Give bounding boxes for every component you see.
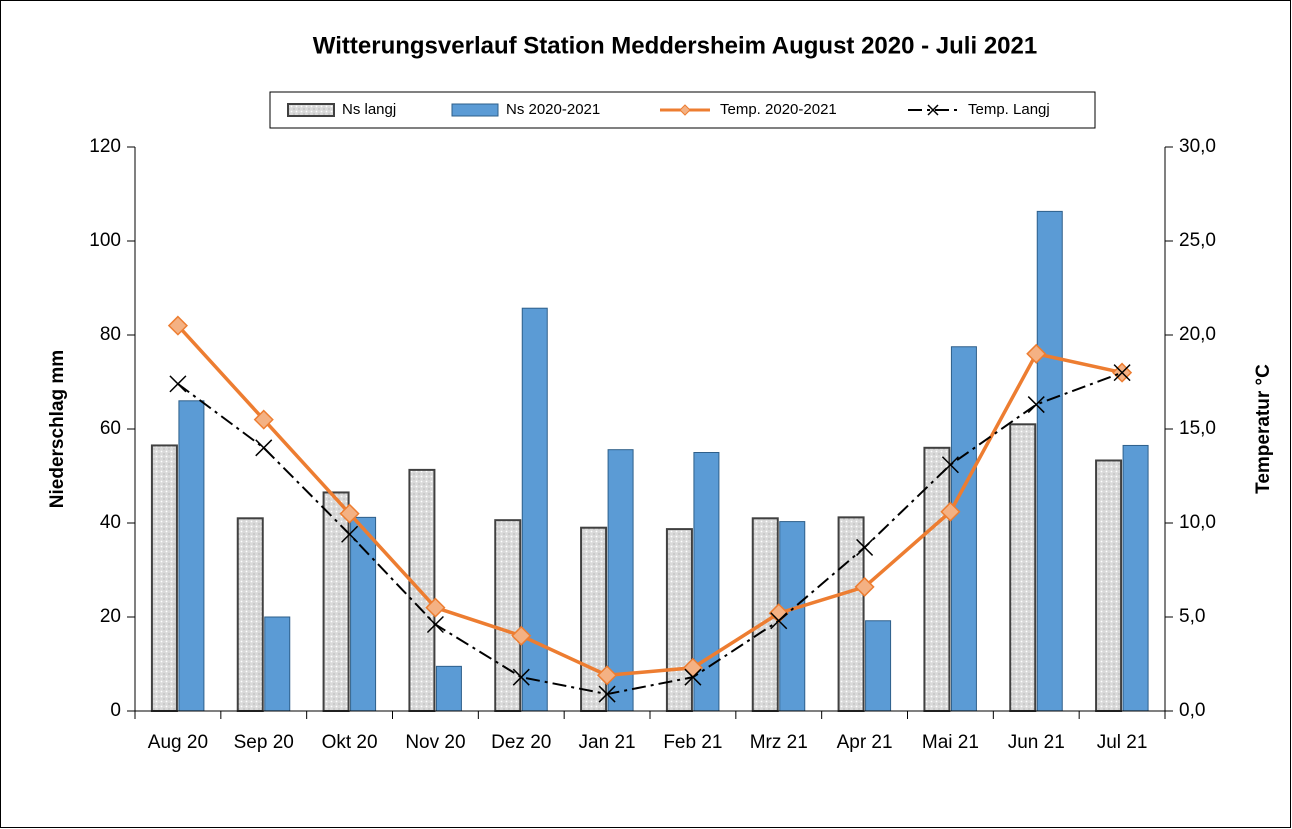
x-tick-label: Jan 21 <box>579 732 636 753</box>
line-marker <box>770 612 788 630</box>
legend-label: Temp. 2020-2021 <box>720 101 837 118</box>
x-tick-label: Mai 21 <box>922 732 979 753</box>
x-tick-label: Nov 20 <box>405 732 465 753</box>
y2-tick-label: 30,0 <box>1179 136 1216 157</box>
y-tick-label: 60 <box>100 418 121 439</box>
x-tick-label: Jun 21 <box>1008 732 1065 753</box>
y-tick-label: 120 <box>89 136 121 157</box>
x-tick-label: Dez 20 <box>491 732 551 753</box>
bar <box>580 526 608 713</box>
x-tick-label: Okt 20 <box>322 732 378 753</box>
line-marker <box>598 685 616 703</box>
legend-swatch <box>287 103 335 117</box>
legend-swatch <box>451 103 499 117</box>
line-marker <box>511 625 532 646</box>
line-marker <box>169 375 187 393</box>
y2-tick-label: 15,0 <box>1179 418 1216 439</box>
line <box>176 324 1123 678</box>
y-tick-label: 40 <box>100 512 121 533</box>
line <box>177 371 1123 696</box>
bar <box>607 449 634 712</box>
y2-tick-label: 0,0 <box>1179 700 1205 721</box>
line-marker <box>854 576 875 597</box>
bar <box>1122 444 1149 712</box>
bar <box>322 491 350 713</box>
x-tick-label: Apr 21 <box>837 732 893 753</box>
bar <box>178 400 205 712</box>
y2-tick-label: 10,0 <box>1179 512 1216 533</box>
x-tick-label: Sep 20 <box>234 732 294 753</box>
x-tick-label: Aug 20 <box>148 732 208 753</box>
line-marker <box>941 456 959 474</box>
bar <box>865 620 892 712</box>
line-marker <box>341 525 359 543</box>
x-tick-label: Feb 21 <box>663 732 722 753</box>
bar <box>236 517 264 712</box>
legend-marker <box>679 104 691 116</box>
legend-marker <box>927 104 939 116</box>
line-marker <box>684 668 702 686</box>
y-tick-label: 80 <box>100 324 121 345</box>
line-marker <box>856 538 874 556</box>
y-tick-label: 100 <box>89 230 121 251</box>
line-marker <box>255 439 273 457</box>
line-marker <box>597 665 618 686</box>
line-marker <box>512 668 530 686</box>
chart-title: Witterungsverlauf Station Meddersheim Au… <box>313 32 1037 59</box>
line-marker <box>253 409 274 430</box>
bar <box>494 519 522 712</box>
legend-label: Ns 2020-2021 <box>506 101 600 118</box>
line-marker <box>339 503 360 524</box>
bar <box>923 446 951 712</box>
bar <box>1095 459 1123 712</box>
line-marker <box>426 615 444 634</box>
y2-tick-label: 20,0 <box>1179 324 1216 345</box>
bar <box>264 616 291 712</box>
y-axis-label: Niederschlag mm <box>47 350 68 508</box>
line-marker <box>1113 364 1131 382</box>
bar <box>150 444 178 712</box>
y-tick-label: 0 <box>110 700 121 721</box>
y2-tick-label: 25,0 <box>1179 230 1216 251</box>
bar <box>521 307 548 712</box>
line-marker <box>167 315 188 336</box>
line-marker <box>425 597 446 618</box>
bar <box>1036 210 1063 712</box>
line-marker <box>940 501 961 522</box>
bar <box>1009 423 1037 712</box>
bar <box>665 528 693 712</box>
x-tick-label: Jul 21 <box>1097 732 1148 753</box>
bar <box>837 516 865 712</box>
line-marker <box>1027 396 1045 414</box>
bar <box>435 665 462 712</box>
legend-label: Ns langj <box>342 101 396 118</box>
legend-label: Temp. Langj <box>968 101 1050 118</box>
y2-tick-label: 5,0 <box>1179 606 1205 627</box>
bar <box>350 516 377 712</box>
y2-axis-label: Temperatur °C <box>1253 364 1274 494</box>
line-marker <box>1026 343 1047 364</box>
x-tick-label: Mrz 21 <box>750 732 808 753</box>
bar <box>950 346 977 712</box>
y-tick-label: 20 <box>100 606 121 627</box>
